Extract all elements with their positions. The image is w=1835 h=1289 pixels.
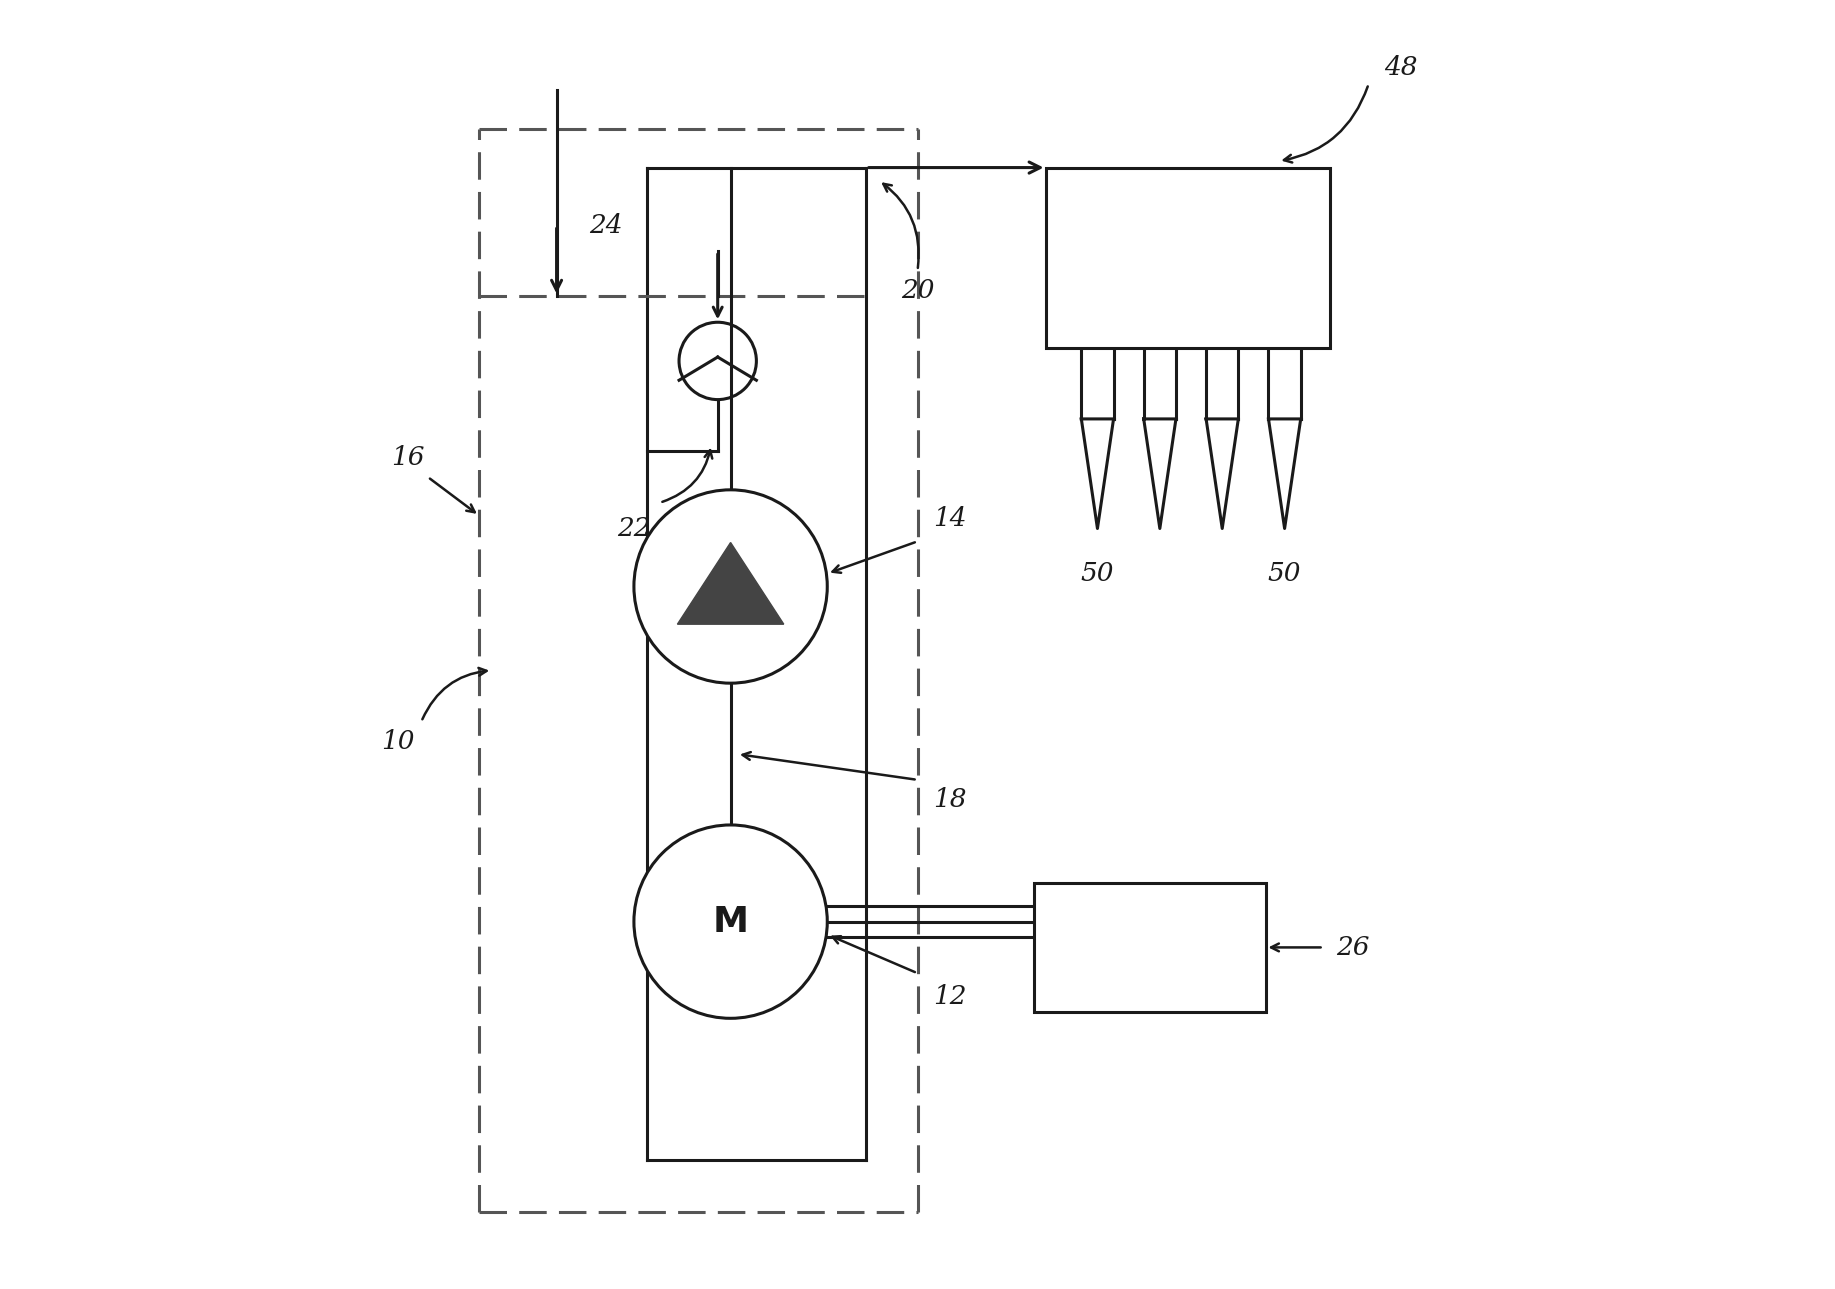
Polygon shape <box>1143 419 1176 528</box>
Text: M: M <box>712 905 749 938</box>
Text: Control: Control <box>1107 913 1193 936</box>
Polygon shape <box>677 543 784 624</box>
Text: 50: 50 <box>1081 561 1114 586</box>
Text: 22: 22 <box>617 516 651 541</box>
Circle shape <box>633 490 828 683</box>
Text: 10: 10 <box>382 728 415 754</box>
Bar <box>1033 883 1266 1012</box>
Text: 20: 20 <box>901 277 934 303</box>
Text: 26: 26 <box>1336 935 1371 960</box>
Circle shape <box>633 825 828 1018</box>
Text: 48: 48 <box>1384 54 1418 80</box>
Text: 18: 18 <box>932 786 967 812</box>
Text: 50: 50 <box>1268 561 1301 586</box>
Text: 14: 14 <box>932 505 967 531</box>
Text: 24: 24 <box>589 213 622 238</box>
Bar <box>1046 168 1330 348</box>
Polygon shape <box>1206 419 1239 528</box>
Text: 12: 12 <box>932 984 967 1009</box>
Polygon shape <box>1081 419 1114 528</box>
Text: 16: 16 <box>391 445 426 470</box>
Polygon shape <box>1268 419 1301 528</box>
Text: Unit: Unit <box>1125 959 1174 982</box>
